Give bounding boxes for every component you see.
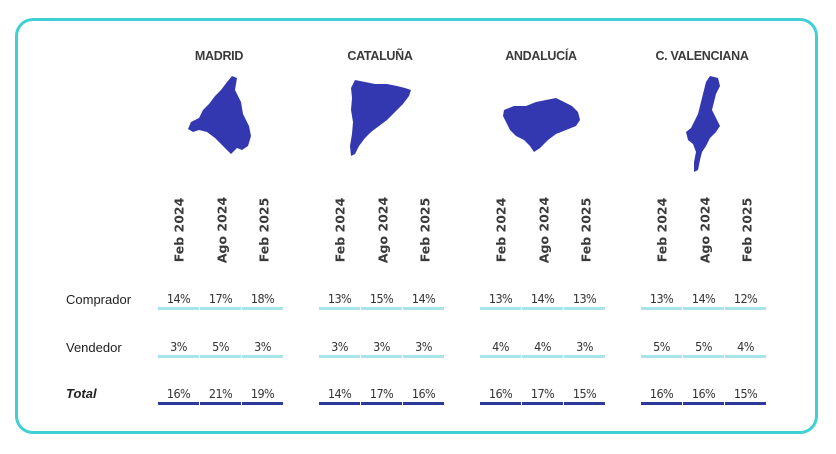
data-cell: 13% <box>480 291 521 310</box>
period-header: Ago 2024 <box>536 196 552 264</box>
data-cell: 3% <box>564 339 605 358</box>
data-cell: 5% <box>200 339 241 358</box>
data-cell: 16% <box>403 386 444 405</box>
row-label-vendedor: Vendedor <box>66 340 122 355</box>
data-cell: 14% <box>522 291 563 310</box>
data-cell: 14% <box>403 291 444 310</box>
data-cell: 13% <box>564 291 605 310</box>
data-cell: 5% <box>683 339 724 358</box>
data-cell: 19% <box>242 386 283 405</box>
data-cell: 4% <box>480 339 521 358</box>
data-cell: 16% <box>158 386 199 405</box>
data-cell: 16% <box>683 386 724 405</box>
cataluna-map-icon <box>350 80 411 156</box>
period-header: Feb 2024 <box>171 197 187 263</box>
period-header: Feb 2025 <box>739 197 755 263</box>
data-cell: 16% <box>641 386 682 405</box>
period-header: Feb 2024 <box>654 197 670 263</box>
data-cell: 15% <box>725 386 766 405</box>
region-title-madrid: MADRID <box>194 49 244 63</box>
data-cell: 13% <box>641 291 682 310</box>
data-cell: 17% <box>200 291 241 310</box>
period-header: Ago 2024 <box>214 196 230 264</box>
valenciana-map-icon <box>686 76 720 172</box>
period-header: Feb 2025 <box>417 197 433 263</box>
madrid-map-icon <box>188 76 251 154</box>
period-header: Feb 2025 <box>256 197 272 263</box>
data-cell: 3% <box>158 339 199 358</box>
andalucia-map-icon <box>503 98 580 152</box>
data-cell: 15% <box>361 291 402 310</box>
data-cell: 14% <box>158 291 199 310</box>
data-cell: 15% <box>564 386 605 405</box>
period-header: Ago 2024 <box>375 196 391 264</box>
region-title-andalucia: ANDALUCÍA <box>505 49 577 63</box>
data-cell: 18% <box>242 291 283 310</box>
data-cell: 3% <box>403 339 444 358</box>
data-cell: 3% <box>361 339 402 358</box>
period-header: Feb 2024 <box>332 197 348 263</box>
region-title-valenciana: C. VALENCIANA <box>655 49 749 63</box>
data-cell: 13% <box>319 291 360 310</box>
data-cell: 17% <box>522 386 563 405</box>
data-cell: 14% <box>319 386 360 405</box>
data-cell: 17% <box>361 386 402 405</box>
data-cell: 16% <box>480 386 521 405</box>
period-header: Feb 2024 <box>493 197 509 263</box>
data-cell: 4% <box>522 339 563 358</box>
period-header: Ago 2024 <box>697 196 713 264</box>
period-header: Feb 2025 <box>578 197 594 263</box>
row-label-comprador: Comprador <box>66 292 132 307</box>
data-cell: 5% <box>641 339 682 358</box>
data-cell: 21% <box>200 386 241 405</box>
data-cell: 3% <box>319 339 360 358</box>
data-cell: 4% <box>725 339 766 358</box>
chart-frame <box>15 18 818 434</box>
row-label-total: Total <box>66 386 97 401</box>
data-cell: 14% <box>683 291 724 310</box>
data-cell: 3% <box>242 339 283 358</box>
data-cell: 12% <box>725 291 766 310</box>
region-title-cataluna: CATALUÑA <box>347 49 413 63</box>
